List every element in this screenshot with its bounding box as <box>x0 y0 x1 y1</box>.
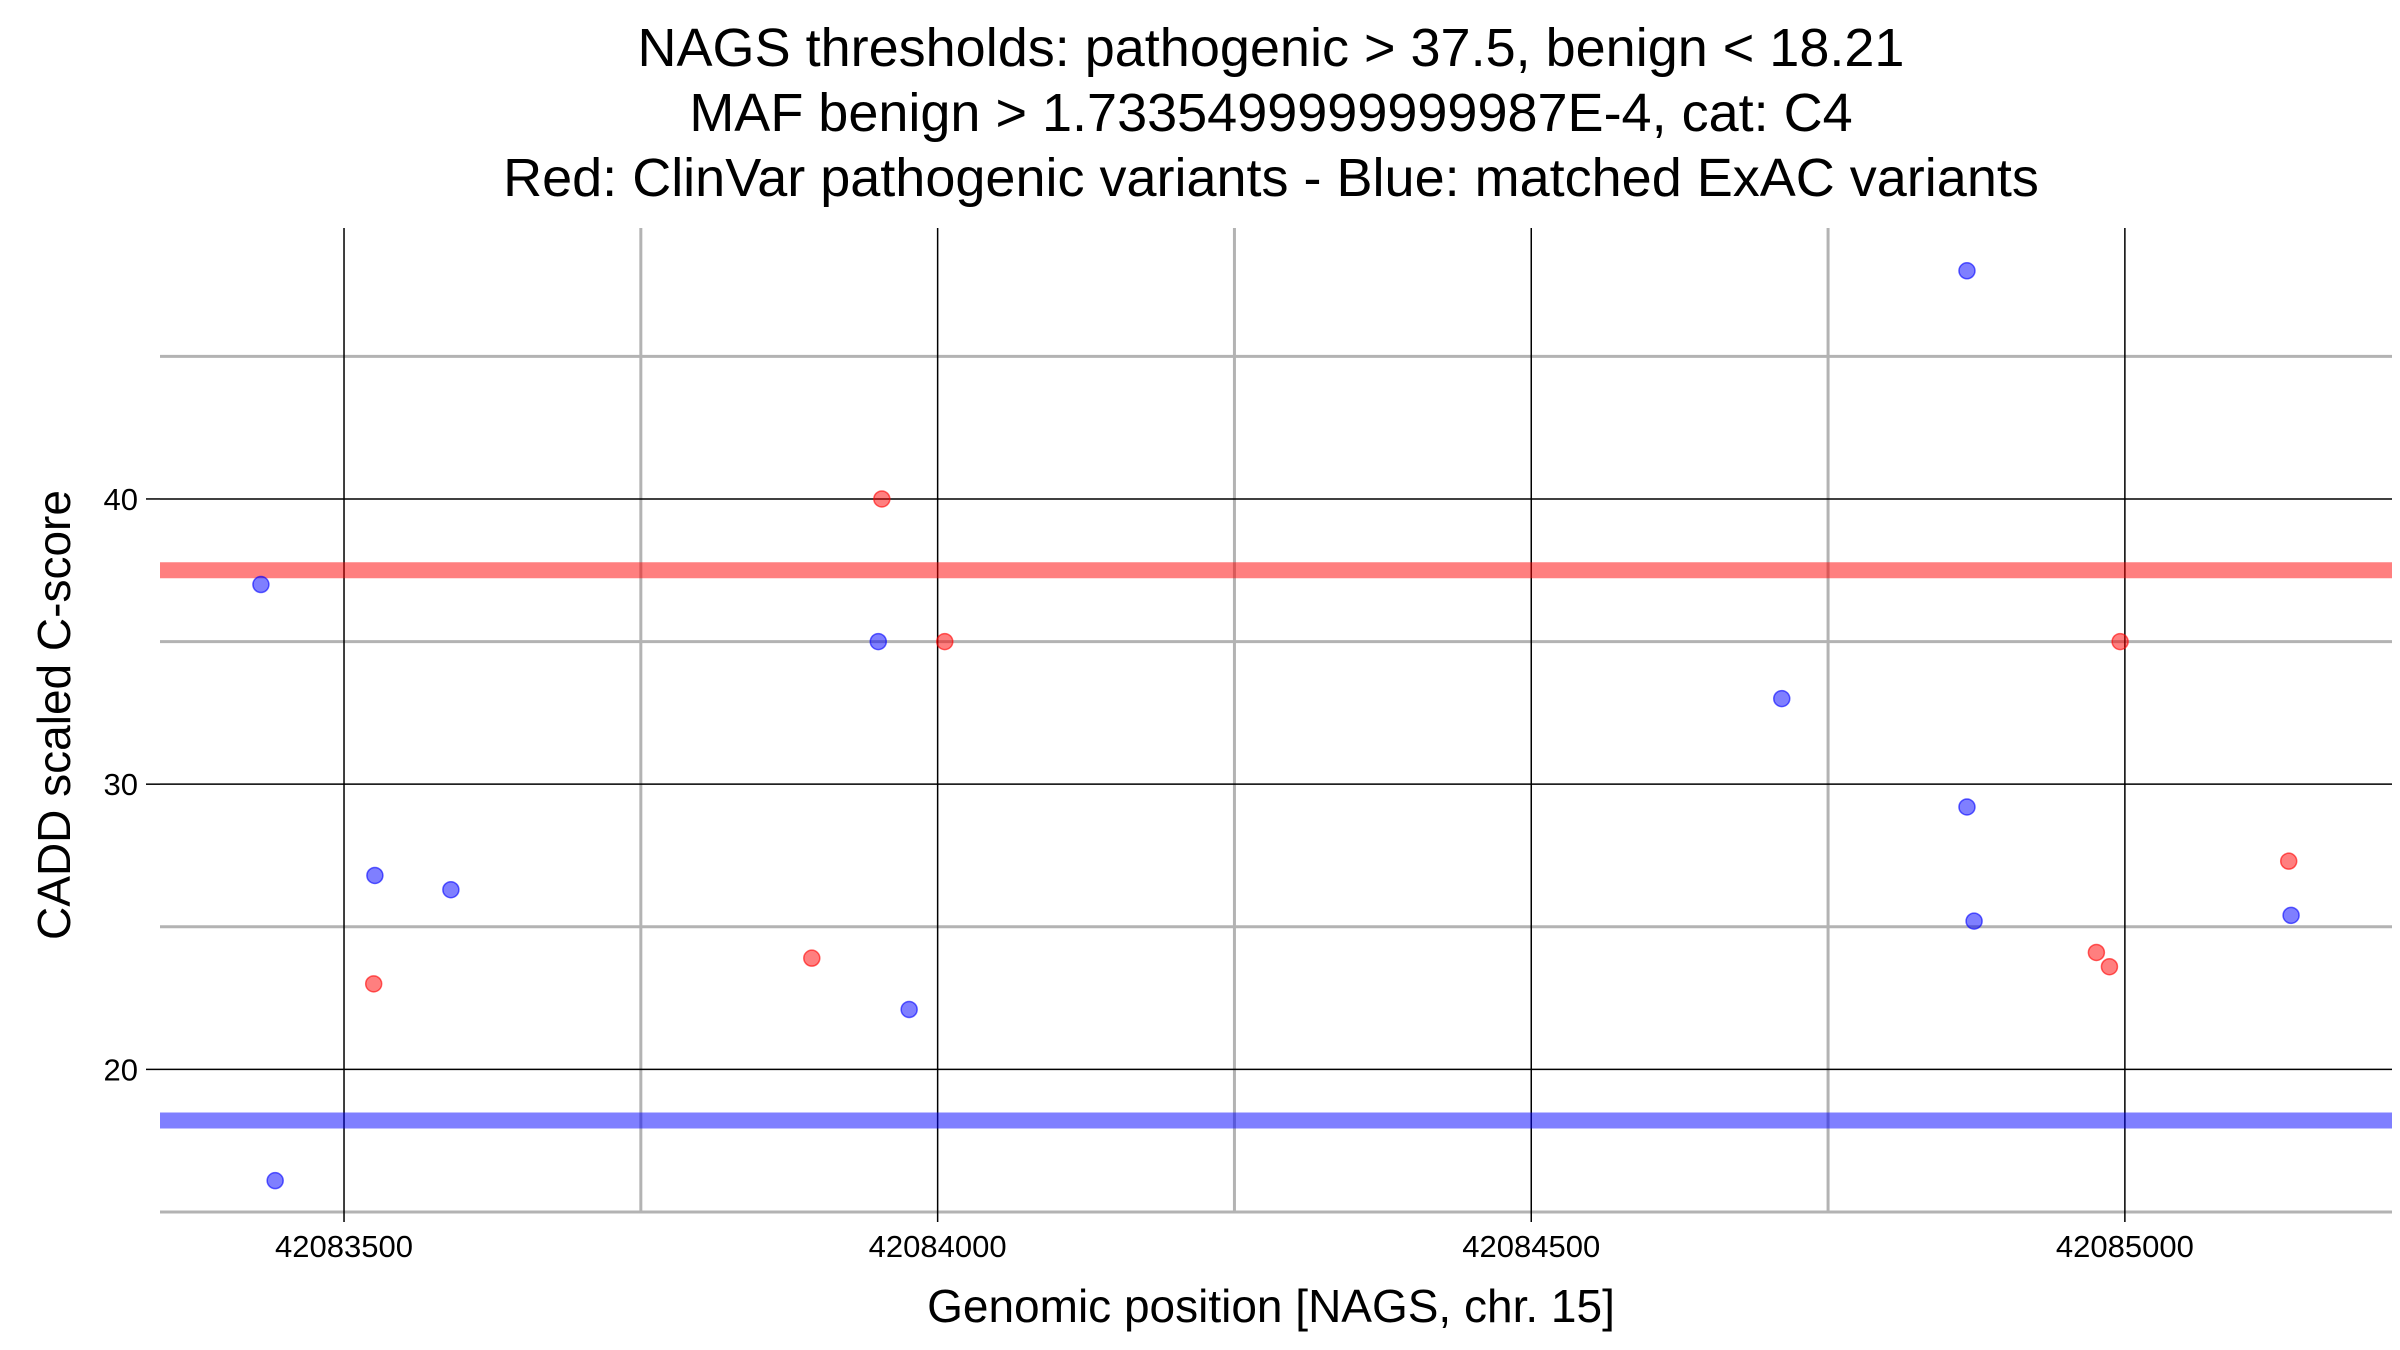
y-tick-label: 20 <box>104 1052 138 1087</box>
blue-data-point <box>252 575 270 594</box>
y-tick-label: 40 <box>104 482 138 517</box>
minor-grid <box>160 228 2392 1214</box>
blue-data-point <box>266 1171 284 1190</box>
data-points <box>252 262 2300 1190</box>
blue-data-point <box>442 880 460 899</box>
chart-title: NAGS thresholds: pathogenic > 37.5, beni… <box>503 18 2039 208</box>
red-data-point <box>2100 957 2119 976</box>
major-grid <box>160 228 2392 1212</box>
red-data-point <box>803 949 821 967</box>
title-line-1: NAGS thresholds: pathogenic > 37.5, beni… <box>638 18 1905 78</box>
red-data-point <box>2111 632 2129 651</box>
y-tick-label: 30 <box>104 767 138 802</box>
x-axis-title: Genomic position [NAGS, chr. 15] <box>927 1280 1615 1332</box>
threshold-lines <box>160 562 2392 1129</box>
x-axis: 42083500 42084000 42084500 42085000 <box>275 1212 2194 1264</box>
red-data-point <box>364 975 383 993</box>
red-data-point <box>873 490 891 508</box>
blue-data-point <box>1958 798 1976 816</box>
title-line-3: Red: ClinVar pathogenic variants - Blue:… <box>503 148 2039 208</box>
y-axis-title: CADD scaled C-score <box>28 490 80 940</box>
blue-data-point <box>900 1000 918 1019</box>
blue-data-point <box>1965 912 1983 930</box>
x-tick-label: 42085000 <box>2056 1229 2194 1264</box>
x-tick-label: 42084500 <box>1462 1229 1600 1264</box>
y-axis: 20 30 40 <box>104 482 160 1087</box>
red-data-point <box>2087 943 2106 962</box>
x-tick-label: 42083500 <box>275 1229 413 1264</box>
title-line-2: MAF benign > 1.7335499999999987E-4, cat:… <box>689 83 1852 143</box>
red-data-point <box>2279 852 2298 870</box>
x-tick-label: 42084000 <box>869 1229 1007 1264</box>
blue-data-point <box>869 632 888 651</box>
blue-data-point <box>366 866 384 885</box>
blue-data-point <box>1958 262 1976 280</box>
red-data-point <box>936 632 954 651</box>
blue-data-point <box>2282 906 2300 925</box>
blue-data-point <box>1773 689 1791 708</box>
